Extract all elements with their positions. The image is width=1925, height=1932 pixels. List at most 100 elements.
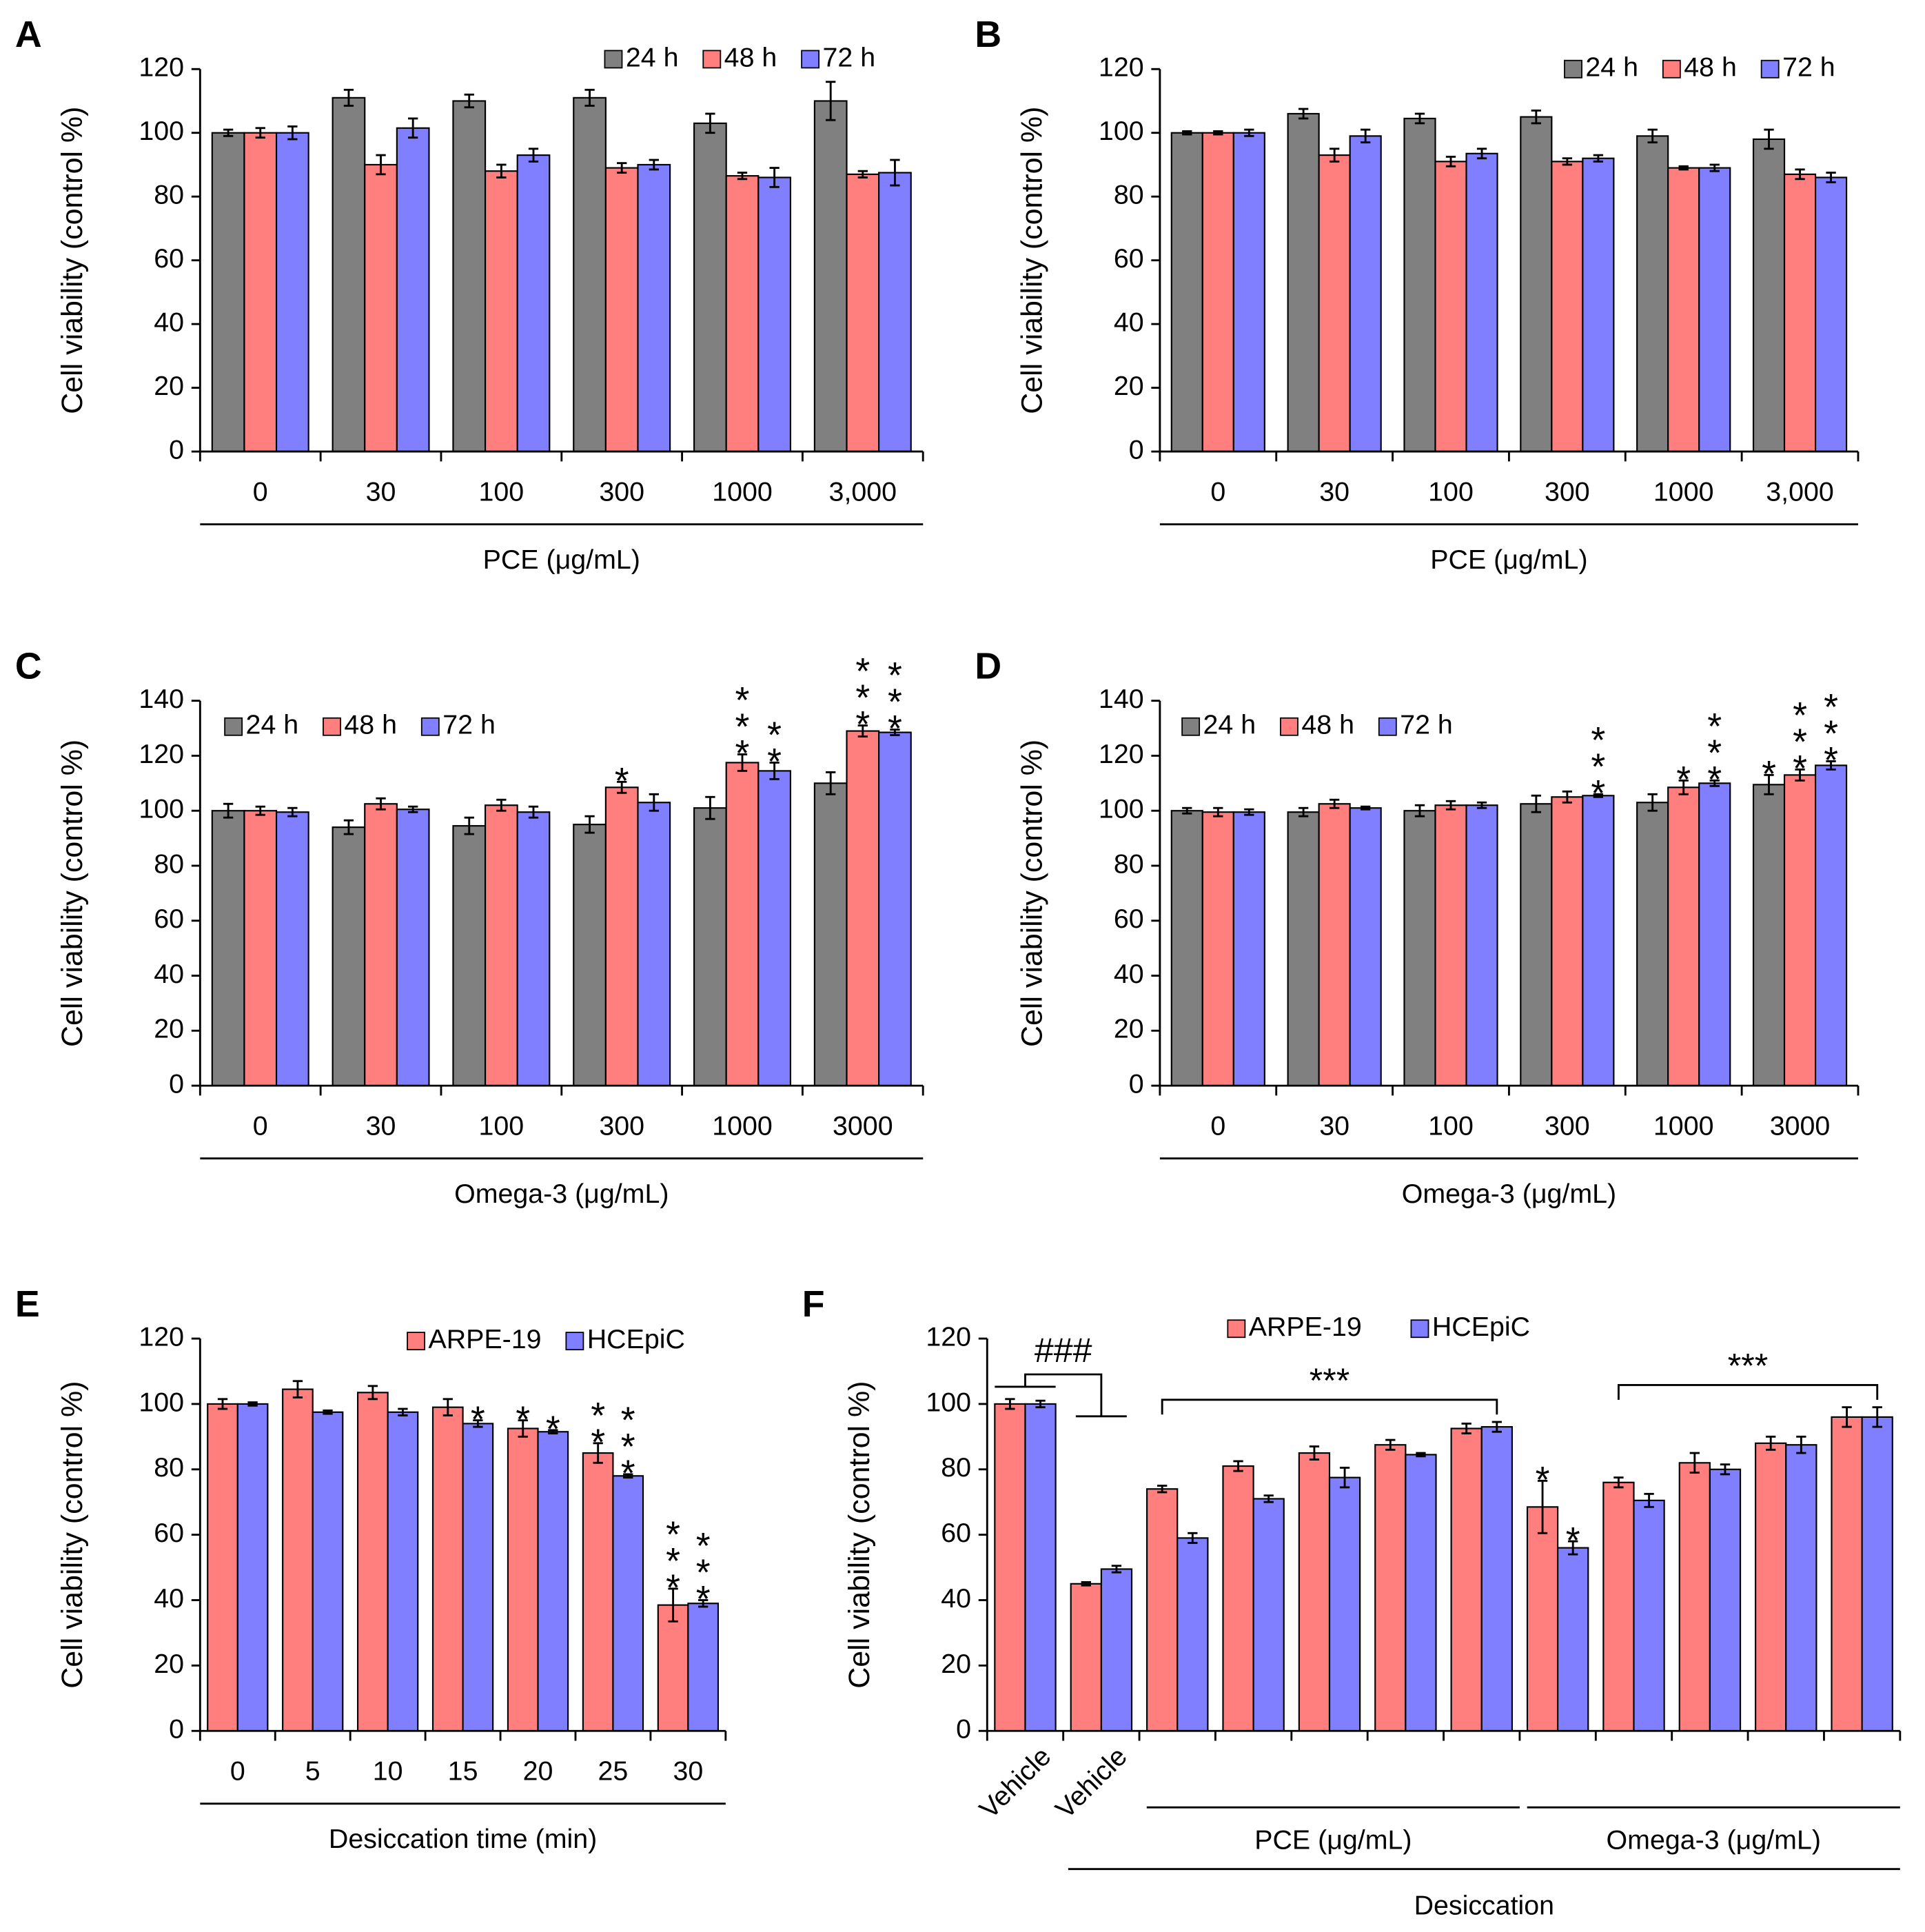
bar xyxy=(725,175,760,453)
bar xyxy=(431,1406,464,1732)
bar xyxy=(1232,811,1265,1087)
bar xyxy=(396,127,430,453)
bar xyxy=(637,802,671,1087)
panel-label: A xyxy=(15,14,42,55)
bracket-label: *** xyxy=(1310,1361,1350,1400)
bar xyxy=(878,172,912,453)
x-tick-label: 10 xyxy=(373,1756,403,1787)
bar xyxy=(507,1427,539,1732)
significance: *** xyxy=(874,655,915,735)
significance: *** xyxy=(682,1525,724,1605)
significance: * xyxy=(502,1399,544,1425)
bar xyxy=(1814,176,1848,453)
bar xyxy=(1520,116,1553,453)
bar xyxy=(725,762,760,1087)
bar xyxy=(1403,117,1436,453)
x-tick-label: 0 xyxy=(253,476,268,507)
y-tick-label: 80 xyxy=(1114,848,1144,879)
bar xyxy=(657,1604,689,1732)
bar xyxy=(1755,1442,1787,1732)
y-tick-label: 120 xyxy=(1099,739,1144,769)
x-axis-label: Desiccation time (min) xyxy=(329,1824,597,1854)
bar xyxy=(1465,152,1498,453)
bar xyxy=(604,786,639,1087)
x-tick-label: 300 xyxy=(1545,1110,1590,1141)
x-tick-label: 30 xyxy=(1319,476,1349,507)
legend-label: ARPE-19 xyxy=(1249,1312,1362,1342)
y-tick-label: 80 xyxy=(154,180,184,210)
y-tick-label: 0 xyxy=(956,1714,971,1745)
y-tick-label: 120 xyxy=(1099,52,1144,83)
significance: * xyxy=(601,760,642,787)
legend-swatch xyxy=(1227,1319,1246,1339)
y-tick-label: 80 xyxy=(1114,180,1144,210)
bar xyxy=(1201,811,1234,1087)
significance: *** xyxy=(1694,706,1735,786)
y-tick-label: 80 xyxy=(941,1452,971,1483)
legend-swatch xyxy=(604,50,623,69)
bar xyxy=(1318,803,1351,1087)
y-tick-label: 0 xyxy=(169,1069,184,1099)
bar xyxy=(582,1452,614,1732)
x-tick-label: 300 xyxy=(599,476,644,507)
bar xyxy=(1861,1416,1893,1732)
x-tick-label: 25 xyxy=(598,1756,629,1787)
bar xyxy=(1636,135,1669,453)
bar xyxy=(332,96,366,453)
legend-swatch xyxy=(1410,1319,1429,1339)
legend-swatch xyxy=(1280,717,1298,736)
significance: *** xyxy=(607,1399,649,1479)
bar xyxy=(612,1475,644,1732)
legend-label: 72 h xyxy=(823,42,876,72)
significance: *** xyxy=(842,651,884,731)
y-tick-label: 40 xyxy=(154,307,184,338)
x-tick-label: 0 xyxy=(253,1110,268,1141)
legend-swatch xyxy=(1181,717,1201,736)
bar xyxy=(312,1411,344,1732)
significance: *** xyxy=(1780,695,1821,775)
bar xyxy=(1698,782,1731,1087)
bar xyxy=(1374,1444,1407,1732)
panel-label: D xyxy=(975,645,1001,687)
legend-swatch xyxy=(1760,59,1780,79)
x-axis-label: Omega-3 (μg/mL) xyxy=(1402,1179,1616,1209)
bar xyxy=(1222,1465,1254,1732)
bar xyxy=(1146,1488,1179,1732)
bar xyxy=(1405,1454,1437,1732)
legend-swatch xyxy=(323,717,341,736)
legend-swatch xyxy=(1564,59,1582,79)
bar xyxy=(1636,802,1669,1087)
y-tick-label: 100 xyxy=(1099,116,1144,146)
bracket-label: ### xyxy=(1035,1331,1092,1370)
bar xyxy=(878,731,912,1087)
bar xyxy=(516,154,551,453)
y-tick-label: 40 xyxy=(154,1583,184,1614)
bar xyxy=(1667,786,1700,1087)
x-axis-label: Omega-3 (μg/mL) xyxy=(454,1179,669,1209)
x-tick-label: 100 xyxy=(479,1110,524,1141)
bar xyxy=(1170,132,1203,453)
legend-swatch xyxy=(565,1332,584,1351)
x-tick-label: 3000 xyxy=(1770,1110,1831,1141)
bar xyxy=(1298,1452,1331,1732)
bar xyxy=(275,811,309,1087)
bar xyxy=(484,170,518,453)
x-tick-label: 3,000 xyxy=(1766,476,1834,507)
bar xyxy=(1582,795,1615,1087)
legend-swatch xyxy=(1378,717,1397,736)
x-tick-label: 0 xyxy=(230,1756,245,1787)
y-tick-label: 140 xyxy=(1099,684,1144,714)
y-tick-label: 60 xyxy=(154,243,184,274)
bracket xyxy=(995,1373,1127,1418)
bar xyxy=(1831,1416,1863,1732)
y-tick-label: 80 xyxy=(154,848,184,879)
significance: *** xyxy=(722,680,763,760)
y-tick-label: 20 xyxy=(1114,371,1144,401)
x-tick-label: 30 xyxy=(1319,1110,1349,1141)
bar xyxy=(1328,1476,1361,1732)
significance: * xyxy=(1522,1459,1563,1486)
significance: * xyxy=(1552,1520,1593,1547)
y-tick-label: 60 xyxy=(941,1518,971,1548)
y-axis-label: Cell viability (control %) xyxy=(1016,107,1049,414)
